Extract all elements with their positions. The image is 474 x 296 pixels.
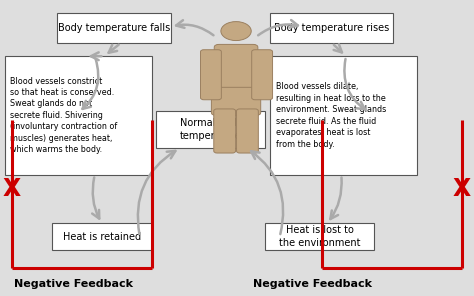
Text: X: X	[453, 177, 471, 202]
FancyBboxPatch shape	[214, 44, 258, 96]
Text: Heat is retained: Heat is retained	[63, 232, 141, 242]
FancyBboxPatch shape	[270, 56, 417, 175]
Text: Body temperature falls: Body temperature falls	[58, 23, 170, 33]
Text: Normal body
temperature: Normal body temperature	[180, 118, 242, 141]
FancyBboxPatch shape	[201, 50, 221, 100]
FancyBboxPatch shape	[265, 223, 374, 250]
FancyBboxPatch shape	[214, 109, 236, 153]
Text: Heat is lost to
the environment: Heat is lost to the environment	[279, 225, 361, 248]
Text: Blood vessels constrict
so that heat is conserved.
Sweat glands do not
secrete f: Blood vessels constrict so that heat is …	[10, 77, 118, 154]
FancyBboxPatch shape	[211, 87, 261, 115]
Text: Body temperature rises: Body temperature rises	[274, 23, 390, 33]
FancyBboxPatch shape	[156, 111, 265, 148]
FancyBboxPatch shape	[270, 13, 393, 43]
FancyBboxPatch shape	[237, 109, 258, 153]
Text: X: X	[3, 177, 21, 202]
FancyBboxPatch shape	[52, 223, 152, 250]
Text: Blood vessels dilate,
resulting in heat loss to the
environment. Sweat glands
se: Blood vessels dilate, resulting in heat …	[276, 82, 386, 149]
Text: Negative Feedback: Negative Feedback	[14, 279, 133, 289]
Text: Negative Feedback: Negative Feedback	[253, 279, 373, 289]
FancyBboxPatch shape	[5, 56, 152, 175]
FancyBboxPatch shape	[252, 50, 273, 100]
FancyBboxPatch shape	[57, 13, 171, 43]
Circle shape	[221, 22, 251, 41]
